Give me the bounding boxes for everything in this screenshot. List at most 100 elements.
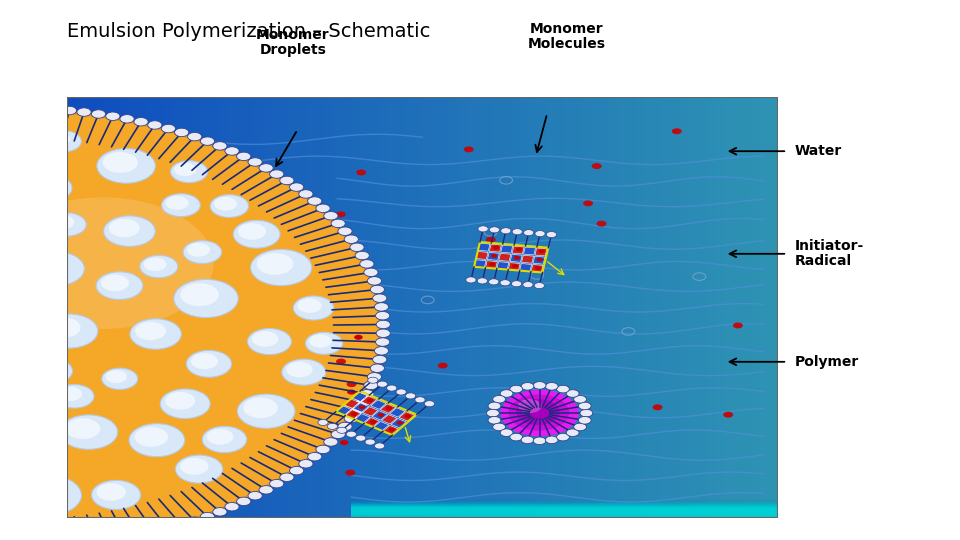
Circle shape <box>524 404 550 420</box>
Circle shape <box>59 387 83 401</box>
Polygon shape <box>346 410 361 419</box>
Circle shape <box>521 382 534 390</box>
Circle shape <box>364 268 378 276</box>
Circle shape <box>237 394 295 428</box>
Bar <box>324 97 335 518</box>
Bar <box>182 97 193 518</box>
Polygon shape <box>352 392 368 401</box>
Bar <box>733 97 743 518</box>
Circle shape <box>259 164 274 172</box>
Bar <box>191 97 202 518</box>
Circle shape <box>206 429 233 445</box>
Bar <box>707 97 717 518</box>
Bar <box>351 500 778 511</box>
Bar <box>351 503 778 513</box>
Bar <box>280 97 291 518</box>
Circle shape <box>546 232 557 238</box>
Circle shape <box>331 430 346 438</box>
Circle shape <box>557 386 569 393</box>
Bar <box>351 498 778 509</box>
Circle shape <box>359 406 366 409</box>
Circle shape <box>248 328 292 355</box>
Circle shape <box>175 163 197 176</box>
Bar <box>698 97 708 518</box>
Bar <box>351 507 778 517</box>
Bar <box>351 500 778 510</box>
Circle shape <box>500 280 511 286</box>
Circle shape <box>201 137 214 145</box>
Bar <box>147 97 157 518</box>
Circle shape <box>133 118 148 126</box>
Bar <box>351 504 778 515</box>
Circle shape <box>377 413 384 417</box>
Circle shape <box>34 361 60 376</box>
Circle shape <box>293 296 334 320</box>
Circle shape <box>364 381 378 389</box>
Bar <box>422 97 433 518</box>
Bar <box>85 97 95 518</box>
Circle shape <box>347 381 356 387</box>
Polygon shape <box>364 417 379 427</box>
Circle shape <box>165 196 189 210</box>
Circle shape <box>91 110 106 118</box>
Circle shape <box>367 399 373 402</box>
Bar <box>689 97 699 518</box>
Bar <box>485 97 494 518</box>
Polygon shape <box>488 253 499 260</box>
Bar <box>351 497 778 508</box>
Polygon shape <box>535 248 547 256</box>
Circle shape <box>102 368 137 389</box>
Circle shape <box>355 435 366 441</box>
Circle shape <box>45 131 82 152</box>
Circle shape <box>574 423 587 431</box>
Circle shape <box>535 231 545 237</box>
Bar <box>351 501 778 511</box>
Bar <box>351 501 778 511</box>
Circle shape <box>376 329 391 338</box>
Bar <box>165 97 175 518</box>
Circle shape <box>236 497 251 505</box>
Circle shape <box>243 397 277 418</box>
Circle shape <box>0 198 213 329</box>
Circle shape <box>492 246 499 249</box>
Circle shape <box>187 517 202 525</box>
Circle shape <box>386 406 393 410</box>
Circle shape <box>523 230 534 236</box>
Circle shape <box>187 132 202 141</box>
Bar <box>351 505 778 516</box>
Circle shape <box>130 319 181 349</box>
Circle shape <box>174 279 238 318</box>
Circle shape <box>438 363 447 368</box>
Bar <box>751 97 761 518</box>
Polygon shape <box>372 411 388 420</box>
Polygon shape <box>399 411 415 421</box>
Circle shape <box>214 197 237 211</box>
Polygon shape <box>478 243 490 251</box>
Circle shape <box>186 350 231 377</box>
Circle shape <box>672 129 682 134</box>
Circle shape <box>290 183 303 191</box>
Circle shape <box>106 370 127 383</box>
Bar <box>351 97 362 518</box>
Polygon shape <box>383 426 398 435</box>
Circle shape <box>347 431 356 437</box>
Circle shape <box>374 303 389 311</box>
Circle shape <box>13 475 82 515</box>
Bar <box>111 97 122 518</box>
Polygon shape <box>361 396 376 406</box>
Circle shape <box>356 170 366 176</box>
Bar <box>573 97 584 518</box>
Bar <box>653 97 663 518</box>
Circle shape <box>175 521 189 530</box>
Circle shape <box>405 393 416 399</box>
Circle shape <box>96 483 126 501</box>
Bar <box>351 500 778 510</box>
Bar <box>529 97 540 518</box>
Bar <box>662 97 672 518</box>
Circle shape <box>368 276 381 285</box>
Circle shape <box>533 437 546 444</box>
Circle shape <box>478 226 489 232</box>
Bar <box>307 97 317 518</box>
Circle shape <box>134 427 168 447</box>
Circle shape <box>500 390 513 397</box>
